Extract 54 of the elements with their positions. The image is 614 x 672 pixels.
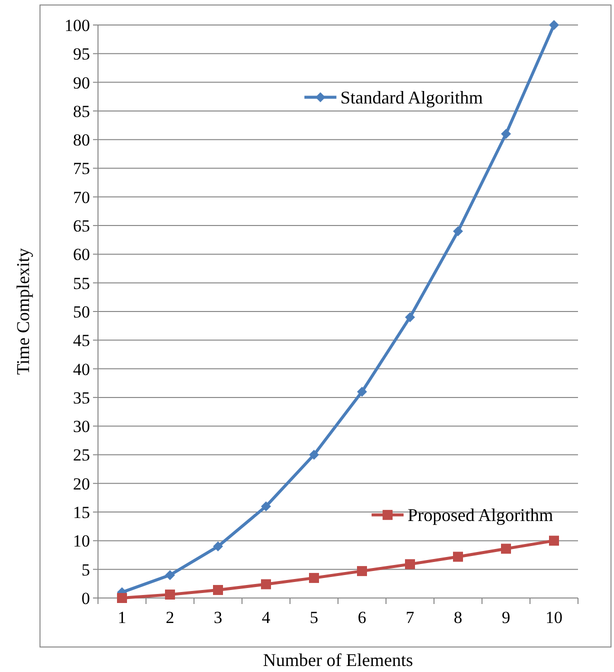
legend-label: Proposed Algorithm [408,505,554,526]
y-tick-label: 95 [73,44,90,64]
y-tick-label: 5 [82,560,90,580]
point [309,572,319,583]
point [501,544,511,554]
point [213,584,223,595]
point [165,570,175,580]
point [213,541,223,552]
y-tick-label: 85 [73,102,90,121]
x-tick-label: 3 [214,608,222,627]
point [453,552,463,562]
point [405,559,415,570]
y-tick-label: 50 [73,302,90,322]
x-tick-label: 7 [406,608,415,627]
point [357,566,367,576]
point [117,593,127,603]
y-tick-label: 70 [73,188,90,207]
x-tick-label: 4 [262,608,271,627]
y-tick-label: 80 [73,130,90,150]
point [261,501,271,512]
point [357,386,367,397]
x-tick-label: 8 [454,608,462,627]
y-tick-label: 40 [73,360,90,379]
point [165,590,175,600]
legend-label: Standard Algorithm [340,88,483,108]
y-tick-label: 55 [73,274,90,293]
y-axis-title: Time Complexity [13,248,33,375]
y-tick-label: 45 [73,331,90,350]
point [501,128,511,139]
x-tick-label: 5 [310,608,318,627]
y-tick-label: 100 [64,16,90,35]
point [453,226,463,236]
x-tick-label: 2 [166,608,174,627]
y-tick-label: 30 [73,417,90,436]
y-tick-label: 25 [73,446,90,465]
y-tick-label: 90 [73,73,90,92]
y-tick-label: 0 [82,588,90,608]
point [549,536,559,546]
x-tick-label: 10 [546,608,562,627]
y-tick-label: 65 [73,216,90,236]
point [261,579,271,590]
point [309,450,319,460]
y-tick-label: 35 [73,388,90,408]
point [405,312,415,322]
y-tick-label: 15 [73,503,90,522]
y-tick-label: 10 [73,532,90,551]
y-tick-label: 20 [73,474,90,494]
y-tick-label: 75 [73,159,90,178]
x-axis-title: Number of Elements [263,650,413,670]
y-tick-label: 60 [73,245,90,264]
x-tick-label: 6 [358,608,366,627]
point [549,20,559,30]
x-tick-label: 1 [118,608,126,627]
x-tick-label: 9 [502,608,510,627]
